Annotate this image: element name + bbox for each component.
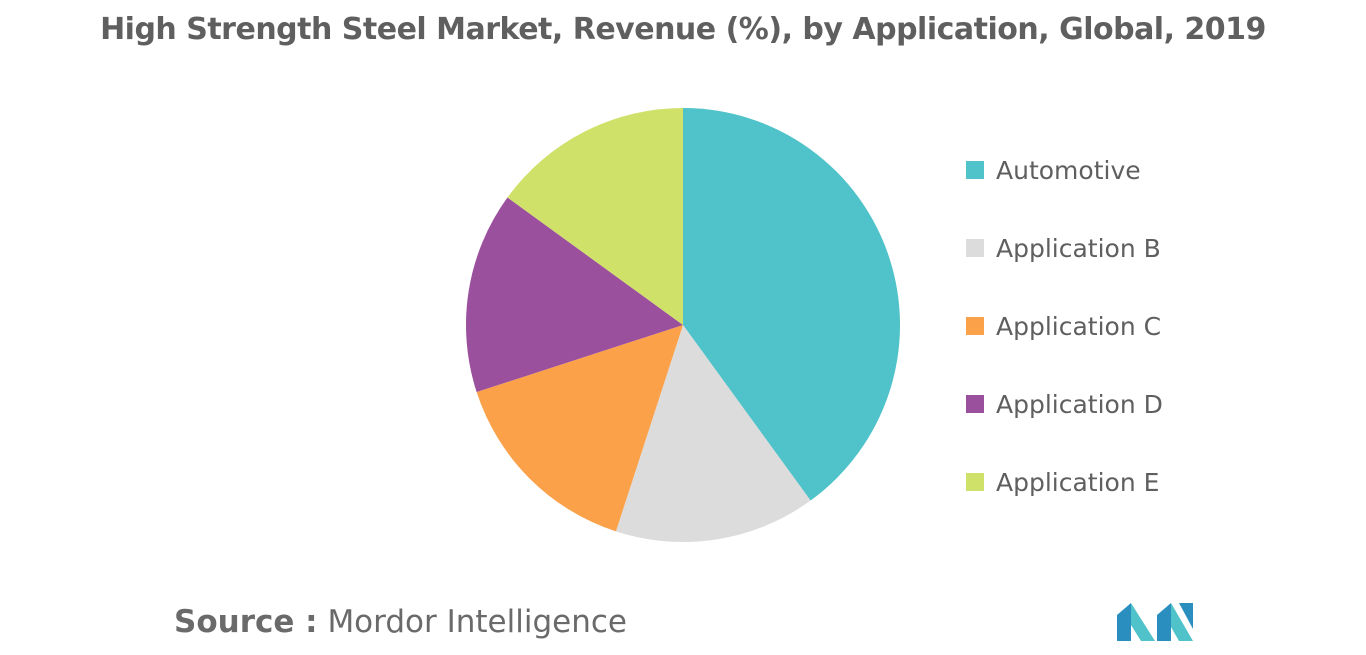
pie-slice-application-c xyxy=(476,325,683,532)
legend-item-application-b: Application B xyxy=(966,228,1161,268)
pie-slice-application-b xyxy=(615,325,811,543)
legend-item-application-c: Application C xyxy=(966,306,1161,346)
legend-label: Application E xyxy=(996,467,1160,497)
legend-label: Application B xyxy=(996,233,1161,263)
source-value: Mordor Intelligence xyxy=(327,604,627,640)
legend-label: Application D xyxy=(996,389,1163,419)
chart-title: High Strength Steel Market, Revenue (%),… xyxy=(100,12,1266,47)
legend-item-application-d: Application D xyxy=(966,384,1163,424)
legend-label: Application C xyxy=(996,311,1162,341)
legend-swatch xyxy=(966,395,984,413)
legend-swatch xyxy=(966,317,984,335)
legend-label: Automotive xyxy=(996,155,1141,185)
legend-item-automotive: Automotive xyxy=(966,150,1141,190)
source-note: Source : Mordor Intelligence xyxy=(174,604,627,640)
pie-slice-automotive xyxy=(683,108,901,501)
legend-swatch xyxy=(966,161,984,179)
mordor-intelligence-logo-icon xyxy=(1117,603,1193,641)
source-label: Source : xyxy=(174,604,318,640)
pie-slice-application-d xyxy=(465,197,683,393)
pie-slice-application-e xyxy=(507,108,683,325)
legend-swatch xyxy=(966,239,984,257)
legend-item-application-e: Application E xyxy=(966,462,1159,502)
legend-swatch xyxy=(966,473,984,491)
